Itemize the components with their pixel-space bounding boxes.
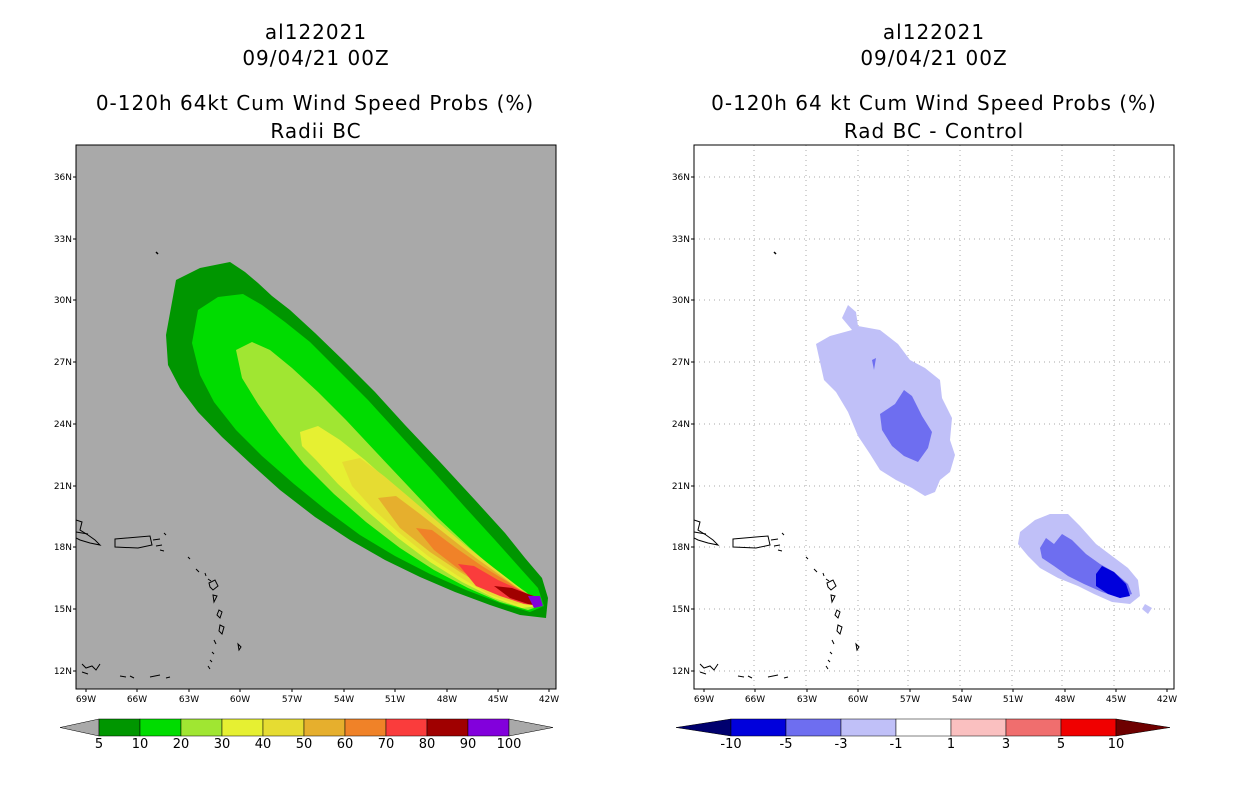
left-colorbar-label: 20 [173,737,190,752]
right-colorbar-label: -1 [890,737,903,752]
right-lat-label: 24N [672,420,690,430]
left-colorbar-swatch [139,718,182,737]
right-lon-label: 57W [900,695,920,705]
left-lon-label: 54W [334,695,354,705]
left-map [75,144,557,690]
left-lat-label: 36N [54,173,72,183]
left-colorbar-label: 5 [95,737,103,752]
left-map-frame [75,144,557,690]
right-colorbar-label: 3 [1002,737,1010,752]
left-colorbar-label: 70 [378,737,395,752]
right-lat-label: 21N [672,482,690,492]
right-colorbar-over-arrow [1115,718,1171,737]
left-colorbar-label: 30 [214,737,231,752]
right-lon-label: 48W [1055,695,1075,705]
diff-contour-medium-1 [880,390,932,462]
left-title-subtitle: Radii BC [270,119,362,143]
left-colorbar-swatch [180,718,223,737]
diff-contour-light-3 [1142,604,1152,614]
right-map-frame [693,144,1175,690]
right-title-date: 09/04/21 00Z [860,46,1008,70]
right-colorbar-swatch [840,718,897,737]
right-lon-label: 66W [745,695,765,705]
left-lon-label: 42W [539,695,559,705]
right-lat-label: 12N [672,667,690,677]
right-colorbar-label: 5 [1057,737,1065,752]
right-lon-label: 54W [952,695,972,705]
right-lat-label: 18N [672,543,690,553]
right-lon-label: 51W [1003,695,1023,705]
left-lon-label: 60W [230,695,250,705]
right-lon-label: 45W [1106,695,1126,705]
right-colorbar-swatch [895,718,952,737]
left-lat-label: 18N [54,543,72,553]
left-lon-label: 51W [385,695,405,705]
left-lat-label: 33N [54,235,72,245]
left-lat-label: 30N [54,296,72,306]
left-lon-label: 63W [179,695,199,705]
right-colorbar-swatch [1060,718,1117,737]
right-colorbar-swatch [785,718,842,737]
left-colorbar-swatch [344,718,387,737]
left-colorbar-label: 50 [296,737,313,752]
left-colorbar-label: 10 [132,737,149,752]
left-colorbar-swatch [221,718,264,737]
right-lat-label: 30N [672,296,690,306]
left-colorbar-swatch [98,718,141,737]
right-lon-label: 69W [694,695,714,705]
right-title-subtitle: Rad BC - Control [843,119,1025,143]
left-lon-label: 45W [488,695,508,705]
right-colorbar-swatch [1005,718,1062,737]
right-map-gridlines [694,145,1174,689]
right-colorbar-label: 10 [1108,737,1125,752]
diff-contour-medium-2 [872,358,876,370]
right-colorbar-label: 1 [947,737,955,752]
left-colorbar-swatch [303,718,346,737]
left-lon-label: 69W [76,695,96,705]
left-lat-label: 24N [54,420,72,430]
left-colorbar-over-arrow [508,718,554,737]
left-colorbar-swatch [467,718,510,737]
right-colorbar-label: -10 [720,737,741,752]
left-lat-label: 12N [54,667,72,677]
left-lat-label: 27N [54,358,72,368]
right-lat-label: 33N [672,235,690,245]
left-title-product: 0-120h 64kt Cum Wind Speed Probs (%) [95,91,535,115]
left-colorbar-swatch [426,718,469,737]
left-colorbar-label: 40 [255,737,272,752]
prob-contour-20 [236,342,540,610]
left-colorbar-label: 60 [337,737,354,752]
left-lon-label: 57W [282,695,302,705]
right-lat-label: 36N [672,173,690,183]
right-lon-label: 60W [848,695,868,705]
prob-contour-90 [528,596,543,608]
left-colorbar-label: 90 [460,737,477,752]
left-lon-label: 66W [127,695,147,705]
left-title-id: al122021 [264,20,368,44]
diff-contour-dark-1 [1096,566,1130,598]
right-colorbar-label: -5 [780,737,793,752]
right-map [693,144,1175,690]
right-lon-label: 63W [797,695,817,705]
left-title-date: 09/04/21 00Z [242,46,390,70]
right-colorbar-label: -3 [835,737,848,752]
right-lon-label: 42W [1157,695,1177,705]
right-colorbar-swatch [730,718,787,737]
left-colorbar-label: 80 [419,737,436,752]
left-colorbar-label: 100 [497,737,522,752]
left-colorbar-swatch [262,718,305,737]
left-colorbar-swatch [385,718,428,737]
left-lon-label: 48W [437,695,457,705]
right-lat-label: 15N [672,605,690,615]
right-lat-label: 27N [672,358,690,368]
right-title-id: al122021 [882,20,986,44]
left-colorbar-under-arrow [59,718,100,737]
left-lat-label: 21N [54,482,72,492]
right-colorbar-swatch [950,718,1007,737]
left-lat-label: 15N [54,605,72,615]
right-colorbar-under-arrow [675,718,732,737]
right-title-product: 0-120h 64 kt Cum Wind Speed Probs (%) [711,91,1157,115]
prob-contour-80 [494,586,542,606]
